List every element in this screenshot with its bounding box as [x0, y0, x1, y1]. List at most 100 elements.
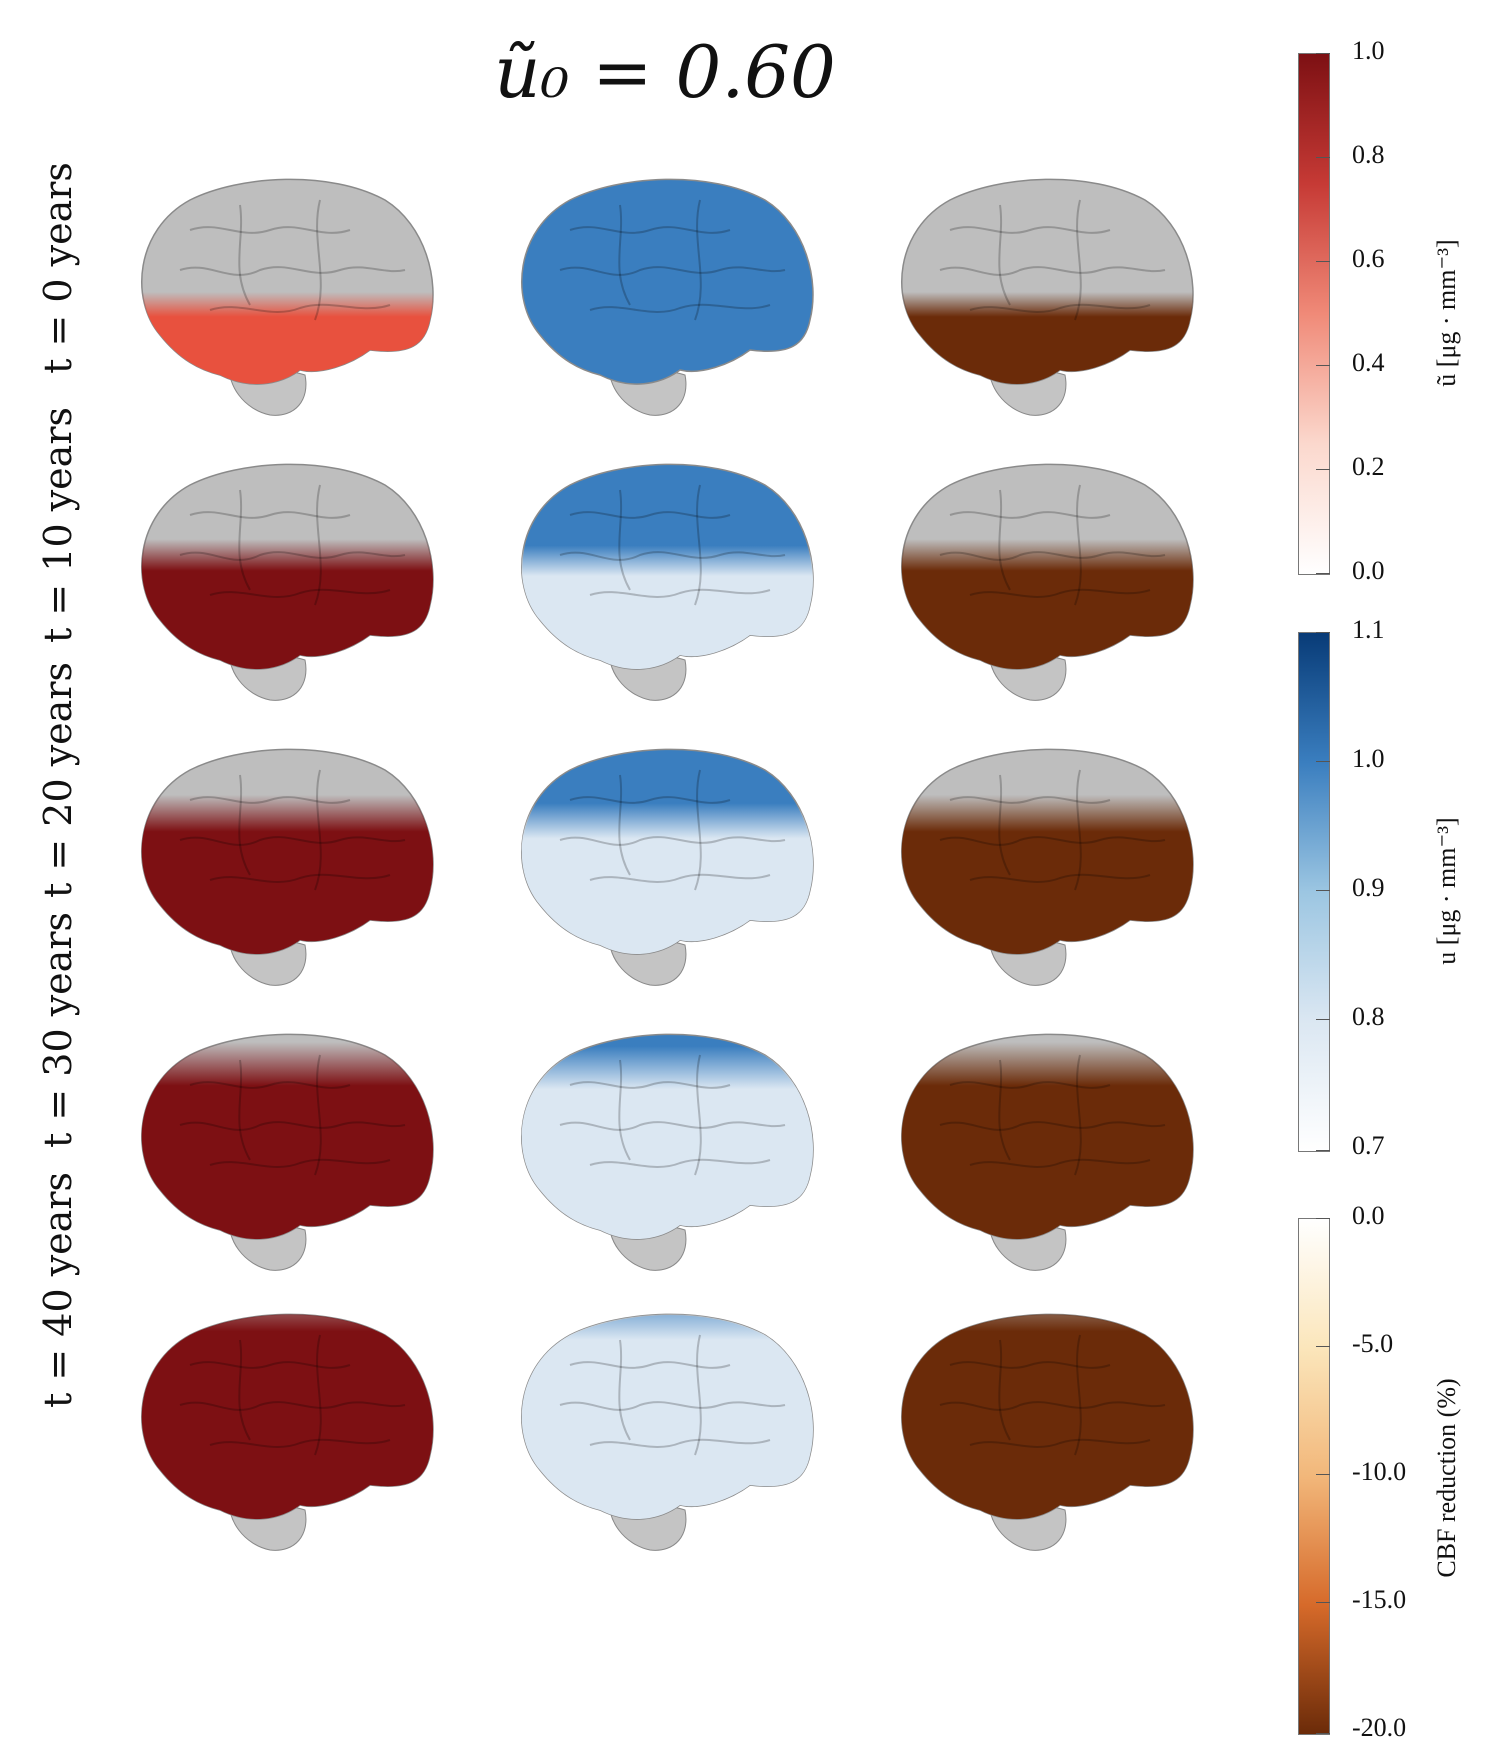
brain-panel-r4-CBFreduction	[880, 1305, 1200, 1555]
cbar1-tickmark-3	[1316, 1019, 1330, 1020]
sulcus-line	[209, 588, 391, 598]
sulcus-line	[939, 266, 1166, 276]
sulcus-line	[949, 796, 1111, 804]
sulcus-line	[314, 1054, 322, 1176]
sulcus-line	[209, 1158, 391, 1168]
sulcus-line	[694, 1334, 702, 1456]
sulcus-line	[618, 774, 631, 876]
brain-panel-r4-u	[500, 1305, 820, 1555]
brain-panel-r1-CBFreduction	[880, 455, 1200, 705]
sulcus-line	[209, 303, 391, 313]
sulcus-line	[949, 511, 1111, 519]
sulcus-line	[694, 769, 702, 891]
sulcus-line	[569, 226, 731, 234]
sulcus-line	[618, 489, 631, 591]
sulcus-line	[694, 199, 702, 321]
brain-panel-r4-	[120, 1305, 440, 1555]
cbar0-tick-2: 0.6	[1352, 244, 1385, 273]
sulcus-line	[189, 226, 351, 234]
sulcus-line	[559, 1121, 786, 1131]
sulcus-line	[189, 1361, 351, 1369]
sulcus-line	[209, 1438, 391, 1448]
sulcus-line	[1074, 199, 1082, 321]
spread-region	[901, 1314, 1193, 1520]
sulcus-line	[1074, 769, 1082, 891]
sulcus-line	[314, 199, 322, 321]
spread-region	[141, 1314, 433, 1520]
sulcus-line	[949, 1081, 1111, 1089]
sulcus-line	[969, 1158, 1151, 1168]
sulcus-line	[969, 303, 1151, 313]
sulcus-line	[998, 489, 1011, 591]
brain-panel-r2-u	[500, 740, 820, 990]
sulcus-line	[618, 204, 631, 306]
brain-panel-r0-	[120, 170, 440, 420]
sulcus-line	[569, 1361, 731, 1369]
sulcus-line	[949, 1361, 1111, 1369]
sulcus-line	[189, 1081, 351, 1089]
sulcus-line	[314, 769, 322, 891]
sulcus-line	[209, 873, 391, 883]
sulcus-line	[314, 484, 322, 606]
sulcus-line	[939, 1121, 1166, 1131]
cbar1-tick-3: 0.8	[1352, 1002, 1385, 1031]
brain-panel-r2-CBFreduction	[880, 740, 1200, 990]
sulcus-line	[1074, 1054, 1082, 1176]
cbar0-tickmark-4	[1316, 469, 1330, 470]
colorbar-cbf-reduction	[1298, 1218, 1330, 1735]
cbar2-tick-2: -10.0	[1352, 1457, 1407, 1486]
sulcus-line	[694, 484, 702, 606]
brain-panel-r1-u	[500, 455, 820, 705]
sulcus-line	[179, 1401, 406, 1411]
figure-title: ũ₀ = 0.60	[494, 30, 836, 114]
sulcus-line	[969, 873, 1151, 883]
sulcus-line	[569, 511, 731, 519]
cbar0-tickmark-3	[1316, 365, 1330, 366]
cbar2-tickmark-0	[1316, 1218, 1330, 1219]
sulcus-line	[314, 1334, 322, 1456]
colorbar-u-tilde	[1298, 53, 1330, 575]
sulcus-line	[998, 1339, 1011, 1441]
sulcus-line	[179, 551, 406, 561]
sulcus-line	[179, 836, 406, 846]
sulcus-line	[589, 1438, 771, 1448]
cbar0-tick-1: 0.8	[1352, 140, 1385, 169]
cbar0-tickmark-0	[1316, 53, 1330, 54]
cbar0-tickmark-5	[1316, 573, 1330, 574]
cbar2-tickmark-4	[1316, 1733, 1330, 1734]
sulcus-line	[569, 1081, 731, 1089]
sulcus-line	[694, 1054, 702, 1176]
sulcus-line	[1074, 484, 1082, 606]
sulcus-line	[1074, 1334, 1082, 1456]
sulcus-line	[618, 1339, 631, 1441]
sulcus-line	[589, 1158, 771, 1168]
cbar1-tickmark-2	[1316, 890, 1330, 891]
brain-panel-r0-CBFreduction	[880, 170, 1200, 420]
sulcus-line	[939, 1401, 1166, 1411]
cbar0-tick-5: 0.0	[1352, 556, 1385, 585]
sulcus-line	[969, 588, 1151, 598]
cbar0-tickmark-2	[1316, 261, 1330, 262]
cbar2-tick-4: -20.0	[1352, 1713, 1407, 1742]
cbar1-tick-4: 0.7	[1352, 1131, 1385, 1160]
sulcus-line	[618, 1059, 631, 1161]
sulcus-line	[998, 204, 1011, 306]
cbar2-tickmark-1	[1316, 1346, 1330, 1347]
sulcus-line	[969, 1438, 1151, 1448]
spread-region	[521, 1314, 813, 1520]
cortex-shape	[521, 178, 814, 385]
sulcus-line	[179, 1121, 406, 1131]
cbar2-tickmark-3	[1316, 1602, 1330, 1603]
cbar2-tick-3: -15.0	[1352, 1585, 1407, 1614]
sulcus-line	[238, 489, 251, 591]
sulcus-line	[939, 836, 1166, 846]
cbar0-tick-4: 0.2	[1352, 452, 1385, 481]
sulcus-line	[569, 796, 731, 804]
cbar1-tickmark-0	[1316, 632, 1330, 633]
brain-panel-r0-u	[500, 170, 820, 420]
sulcus-line	[559, 1401, 786, 1411]
colorbar-u	[1298, 632, 1330, 1152]
cbar1-tickmark-1	[1316, 761, 1330, 762]
cbar0-tick-3: 0.4	[1352, 348, 1385, 377]
brain-panel-r1-	[120, 455, 440, 705]
